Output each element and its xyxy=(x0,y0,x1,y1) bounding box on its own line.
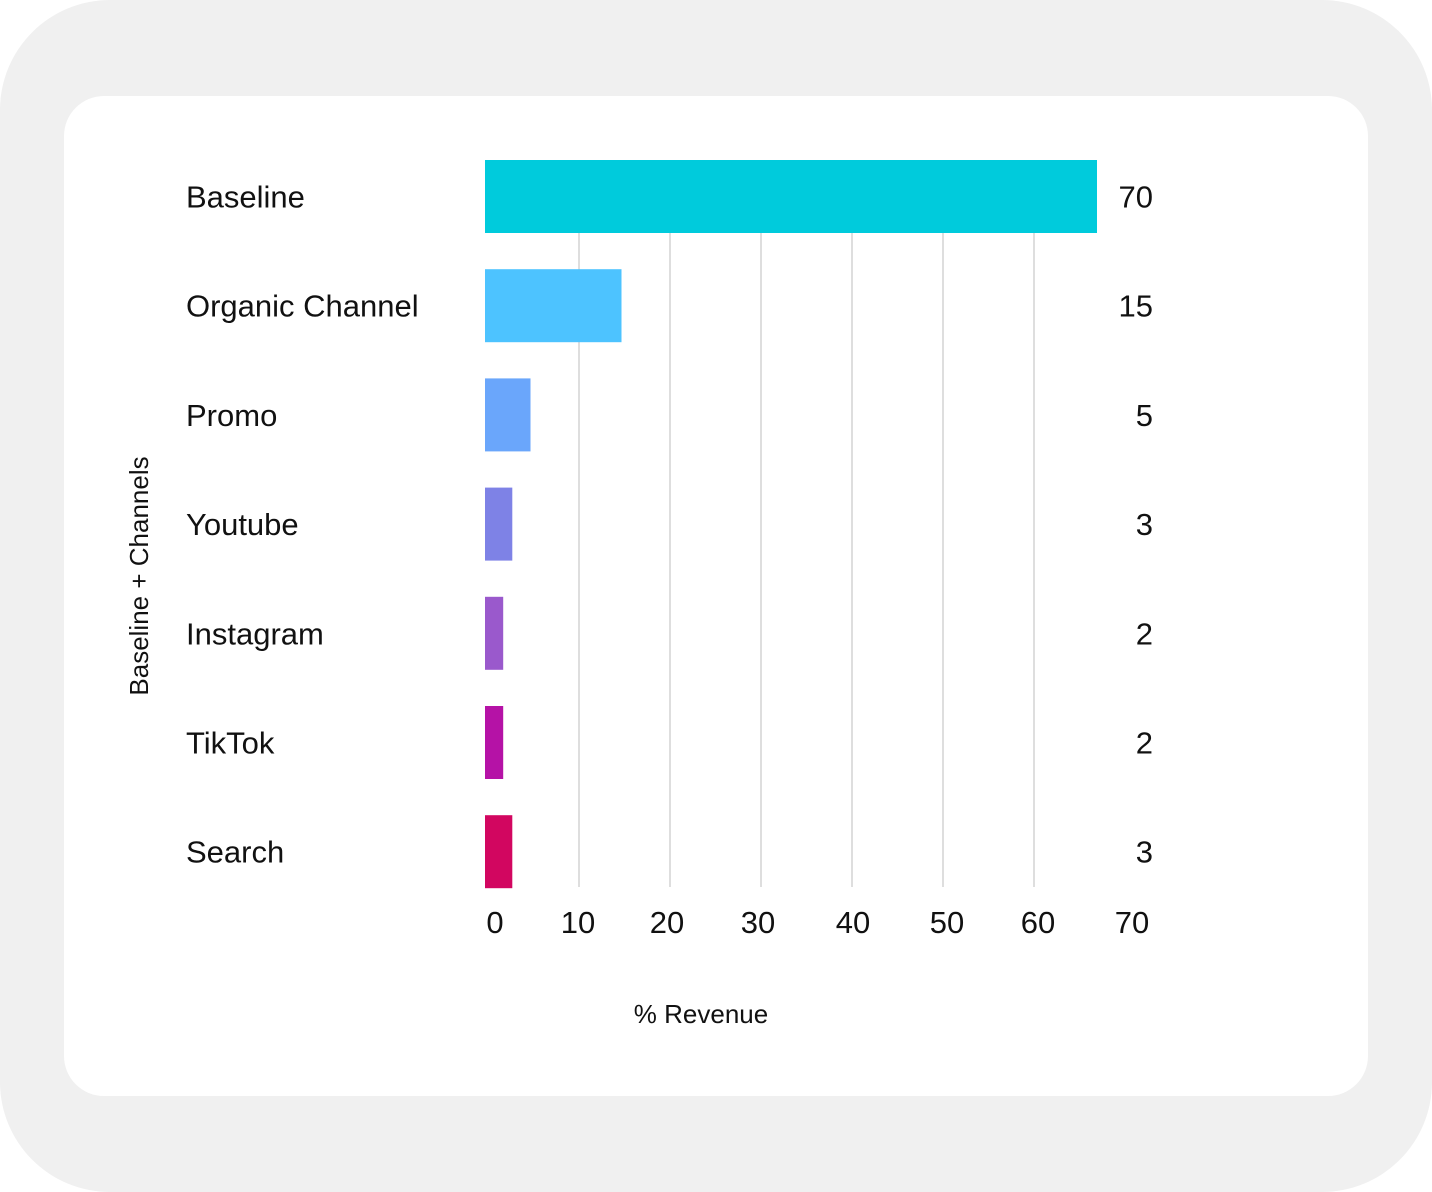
bar-promo xyxy=(485,378,531,452)
category-label: TikTok xyxy=(186,726,275,761)
data-label: 2 xyxy=(1136,726,1153,761)
bar-search xyxy=(485,815,513,889)
x-tick-label: 70 xyxy=(1115,905,1149,940)
x-tick-label: 30 xyxy=(741,905,775,940)
data-labels: 70 15 5 3 2 2 3 xyxy=(1119,180,1153,870)
category-labels: Baseline Organic Channel Promo Youtube Insta… xyxy=(186,180,419,870)
data-label: 3 xyxy=(1136,507,1153,542)
bar-chart: Baseline Organic Channel Promo Youtube Insta… xyxy=(124,160,1153,1029)
x-tick-label: 10 xyxy=(561,905,595,940)
bar-tiktok xyxy=(485,706,504,779)
x-tick-label: 40 xyxy=(836,905,870,940)
bar-organic-channel xyxy=(485,269,622,343)
category-label: Search xyxy=(186,835,284,870)
bar-instagram xyxy=(485,596,504,670)
x-tick-label: 60 xyxy=(1021,905,1055,940)
category-label: Instagram xyxy=(186,616,324,651)
category-label: Youtube xyxy=(186,507,299,542)
data-label: 2 xyxy=(1136,616,1153,651)
data-label: 5 xyxy=(1136,398,1153,433)
x-tick-label: 20 xyxy=(650,905,684,940)
bar-baseline xyxy=(485,160,1097,233)
data-label: 15 xyxy=(1119,289,1153,324)
y-axis-title: Baseline + Channels xyxy=(124,456,154,695)
bars xyxy=(485,160,1097,889)
data-label: 70 xyxy=(1119,180,1153,215)
x-axis-ticks: 0 10 20 30 40 50 60 70 xyxy=(486,905,1149,940)
data-label: 3 xyxy=(1136,835,1153,870)
chart-card: Baseline Organic Channel Promo Youtube Insta… xyxy=(64,96,1368,1096)
category-label: Promo xyxy=(186,398,277,433)
gridlines xyxy=(578,233,1035,887)
category-label: Organic Channel xyxy=(186,289,419,324)
category-label: Baseline xyxy=(186,180,305,215)
x-tick-label: 0 xyxy=(486,905,503,940)
x-axis-title: % Revenue xyxy=(634,999,768,1029)
x-tick-label: 50 xyxy=(930,905,964,940)
bar-youtube xyxy=(485,487,513,561)
